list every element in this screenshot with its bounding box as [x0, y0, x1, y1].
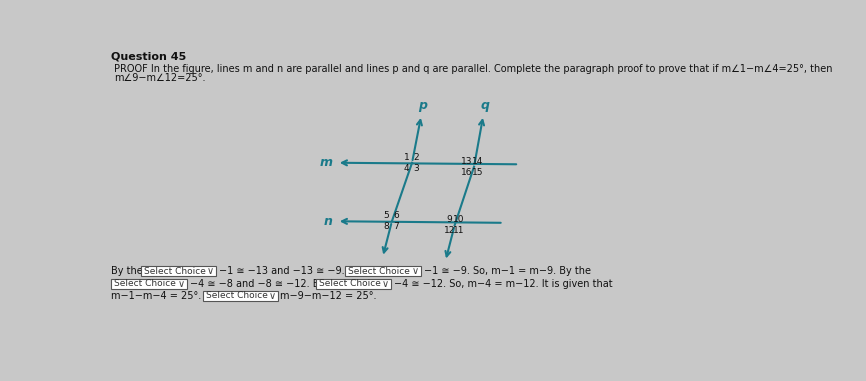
Text: ∨: ∨	[269, 291, 276, 301]
Text: −1 ≅ −13 and −13 ≅ −9. By the: −1 ≅ −13 and −13 ≅ −9. By the	[219, 266, 379, 276]
Text: Select Choice: Select Choice	[206, 291, 268, 301]
Text: 1: 1	[404, 153, 410, 162]
Text: 5: 5	[384, 211, 390, 220]
Text: m−1−m−4 = 25°. By the: m−1−m−4 = 25°. By the	[112, 291, 236, 301]
Text: ∨: ∨	[411, 266, 419, 276]
Text: Select Choice: Select Choice	[144, 267, 206, 276]
Text: 11: 11	[453, 226, 464, 235]
Text: 9: 9	[446, 215, 452, 224]
Text: ∨: ∨	[382, 279, 389, 289]
FancyBboxPatch shape	[316, 279, 391, 289]
FancyBboxPatch shape	[346, 266, 421, 276]
Text: 3: 3	[413, 164, 419, 173]
Text: m∠9−m∠12=25°.: m∠9−m∠12=25°.	[114, 74, 206, 83]
Text: 2: 2	[413, 153, 419, 162]
Text: −1 ≅ −9. So, m−1 = m−9. By the: −1 ≅ −9. So, m−1 = m−9. By the	[423, 266, 591, 276]
Text: 14: 14	[472, 157, 483, 166]
Text: m: m	[320, 156, 333, 169]
Text: Select Choice: Select Choice	[348, 267, 410, 276]
FancyBboxPatch shape	[203, 291, 278, 301]
Text: 4: 4	[404, 164, 410, 173]
Text: Select Choice: Select Choice	[114, 279, 177, 288]
Text: Question 45: Question 45	[112, 52, 186, 62]
Text: −4 ≅ −12. So, m−4 = m−12. It is given that: −4 ≅ −12. So, m−4 = m−12. It is given th…	[394, 279, 613, 289]
Text: 6: 6	[393, 211, 398, 220]
Text: By the: By the	[112, 266, 143, 276]
Text: n: n	[323, 215, 333, 228]
Text: Select Choice: Select Choice	[319, 279, 381, 288]
Text: m−9−m−12 = 25°.: m−9−m−12 = 25°.	[281, 291, 377, 301]
Text: 12: 12	[443, 226, 455, 235]
Text: q: q	[481, 99, 489, 112]
Text: PROOF In the figure, lines m and n are parallel and lines p and q are parallel. : PROOF In the figure, lines m and n are p…	[114, 64, 833, 74]
Text: 10: 10	[453, 215, 464, 224]
Text: 7: 7	[393, 222, 398, 231]
Text: 13: 13	[462, 157, 473, 166]
Text: 15: 15	[472, 168, 484, 176]
Text: ∨: ∨	[178, 279, 184, 289]
Text: ∨: ∨	[207, 266, 214, 276]
Text: 8: 8	[384, 222, 390, 231]
Text: −4 ≅ −8 and −8 ≅ −12. By the: −4 ≅ −8 and −8 ≅ −12. By the	[190, 279, 344, 289]
FancyBboxPatch shape	[112, 279, 186, 289]
Text: p: p	[418, 99, 428, 112]
Text: 16: 16	[462, 168, 473, 176]
FancyBboxPatch shape	[141, 266, 216, 276]
